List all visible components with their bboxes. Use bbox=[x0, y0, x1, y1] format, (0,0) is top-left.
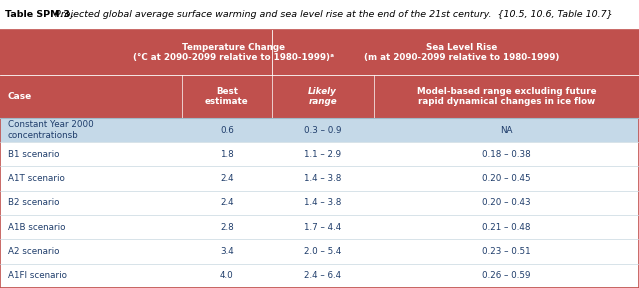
Bar bbox=[0, 142, 639, 166]
Bar bbox=[0, 75, 639, 118]
Text: B2 scenario: B2 scenario bbox=[8, 198, 59, 207]
Text: Best
estimate: Best estimate bbox=[205, 87, 249, 106]
Text: B1 scenario: B1 scenario bbox=[8, 150, 59, 159]
Text: A2 scenario: A2 scenario bbox=[8, 247, 59, 256]
Text: Model-based range excluding future
rapid dynamical changes in ice flow: Model-based range excluding future rapid… bbox=[417, 87, 596, 106]
Text: 0.21 – 0.48: 0.21 – 0.48 bbox=[482, 223, 530, 232]
Text: 2.0 – 5.4: 2.0 – 5.4 bbox=[304, 247, 341, 256]
Text: Temperature Change
(°C at 2090-2099 relative to 1980-1999)ᵃ: Temperature Change (°C at 2090-2099 rela… bbox=[133, 43, 334, 62]
Text: 3.4: 3.4 bbox=[220, 247, 234, 256]
Bar bbox=[0, 264, 639, 288]
Text: 1.7 – 4.4: 1.7 – 4.4 bbox=[304, 223, 341, 232]
Text: 2.4: 2.4 bbox=[220, 174, 234, 183]
Text: A1FI scenario: A1FI scenario bbox=[8, 271, 66, 280]
Text: 0.26 – 0.59: 0.26 – 0.59 bbox=[482, 271, 530, 280]
Text: A1T scenario: A1T scenario bbox=[8, 174, 65, 183]
Text: 0.23 – 0.51: 0.23 – 0.51 bbox=[482, 247, 531, 256]
Bar bbox=[0, 215, 639, 239]
Bar bbox=[0, 191, 639, 215]
Text: NA: NA bbox=[500, 126, 512, 134]
Text: 0.20 – 0.45: 0.20 – 0.45 bbox=[482, 174, 531, 183]
Bar bbox=[0, 118, 639, 142]
Bar bbox=[0, 239, 639, 264]
Text: 0.18 – 0.38: 0.18 – 0.38 bbox=[482, 150, 531, 159]
Text: Likely
range: Likely range bbox=[308, 87, 337, 106]
Bar bbox=[0, 30, 639, 75]
Text: Case: Case bbox=[8, 92, 32, 101]
Text: 4.0: 4.0 bbox=[220, 271, 234, 280]
Text: Sea Level Rise
(m at 2090-2099 relative to 1980-1999): Sea Level Rise (m at 2090-2099 relative … bbox=[364, 43, 559, 62]
Text: 1.1 – 2.9: 1.1 – 2.9 bbox=[304, 150, 341, 159]
Text: 1.4 – 3.8: 1.4 – 3.8 bbox=[304, 198, 341, 207]
Text: Projected global average surface warming and sea level rise at the end of the 21: Projected global average surface warming… bbox=[52, 10, 613, 19]
Text: 2.4: 2.4 bbox=[220, 198, 234, 207]
Text: 2.4 – 6.4: 2.4 – 6.4 bbox=[304, 271, 341, 280]
Text: 2.8: 2.8 bbox=[220, 223, 234, 232]
Bar bbox=[0, 166, 639, 191]
Text: 0.6: 0.6 bbox=[220, 126, 234, 134]
Text: A1B scenario: A1B scenario bbox=[8, 223, 65, 232]
Text: 1.8: 1.8 bbox=[220, 150, 234, 159]
Text: 0.20 – 0.43: 0.20 – 0.43 bbox=[482, 198, 531, 207]
Text: 0.3 – 0.9: 0.3 – 0.9 bbox=[304, 126, 341, 134]
Text: 1.4 – 3.8: 1.4 – 3.8 bbox=[304, 174, 341, 183]
Text: Table SPM.3.: Table SPM.3. bbox=[5, 10, 73, 19]
Text: Constant Year 2000
concentrationsb: Constant Year 2000 concentrationsb bbox=[8, 120, 93, 140]
